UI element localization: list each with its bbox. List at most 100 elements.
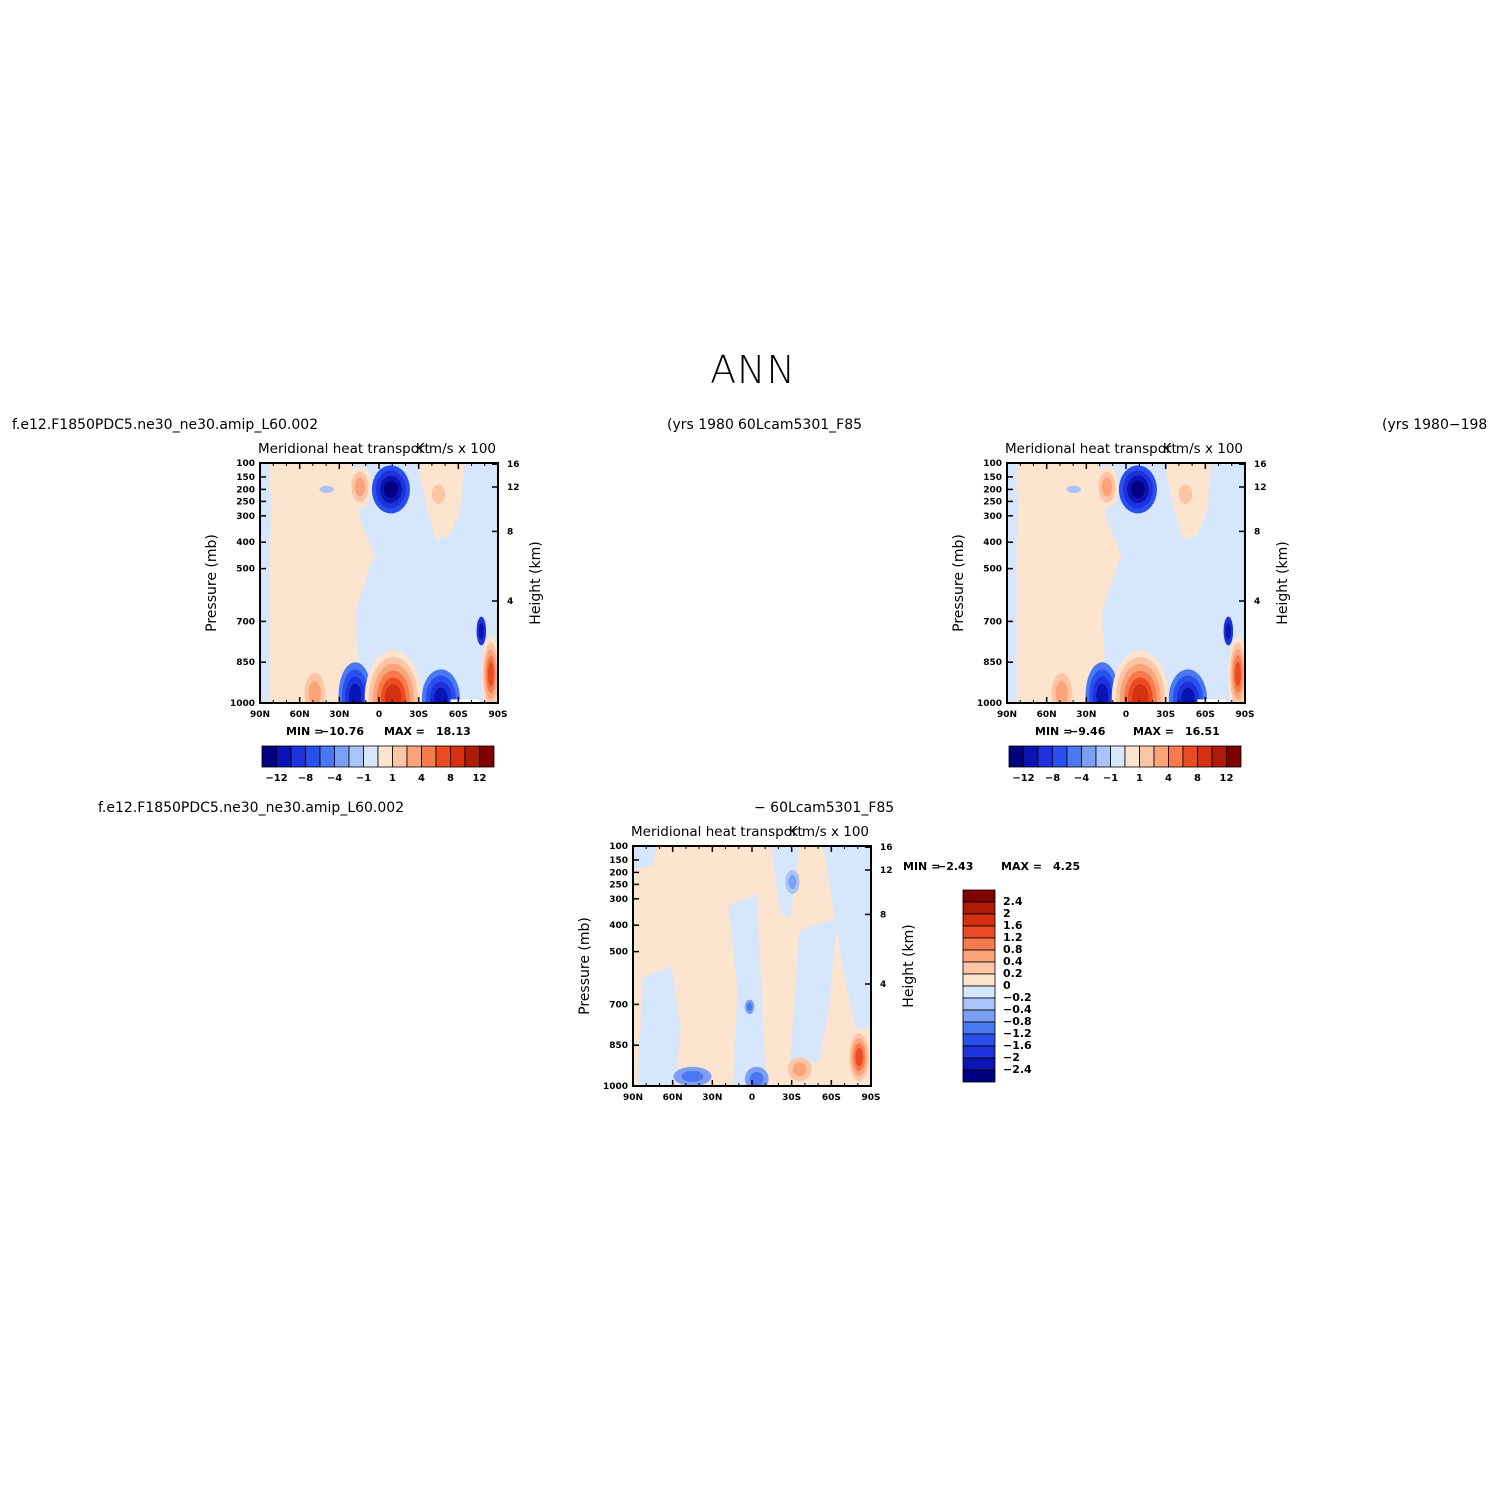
x-tick-label: 60S <box>449 710 468 720</box>
lower-negative-contour <box>1096 683 1109 703</box>
y-tick-label: 500 <box>236 565 255 575</box>
colorbar-box <box>1095 745 1111 768</box>
positive-region <box>1016 463 1122 703</box>
colorbar-box <box>962 901 996 915</box>
y-right-tick-label: 4 <box>507 597 513 607</box>
colorbar-box <box>1037 745 1053 768</box>
colorbar-box <box>1197 745 1213 768</box>
x-tick-label: 30S <box>1156 710 1175 720</box>
plot-area <box>260 463 498 703</box>
top-left-years: (yrs 1980 <box>667 417 734 433</box>
colorbar-label: 4 <box>1165 773 1172 784</box>
y-tick-label: 700 <box>609 1000 628 1010</box>
colorbar-label: −1 <box>1103 773 1118 784</box>
max-label: MAX = <box>1001 860 1042 873</box>
colorbar-box <box>377 745 393 768</box>
y-tick-label: 300 <box>236 512 255 522</box>
x-tick-label: 60S <box>822 1093 841 1103</box>
y-tick-label: 100 <box>609 842 628 852</box>
plot-area <box>1007 463 1245 703</box>
upper-negative-contour <box>1130 480 1145 499</box>
y-tick-label: 200 <box>236 485 255 495</box>
colorbar-label: 1.6 <box>1003 919 1023 932</box>
min-value: −9.46 <box>1069 725 1106 738</box>
panel-units: K m/s x 100 <box>1163 441 1243 457</box>
colorbar-box <box>392 745 408 768</box>
negative-region <box>823 846 871 1034</box>
panel-title: Meridional heat transport <box>258 441 430 457</box>
y-tick-label: 400 <box>609 921 628 931</box>
colorbar-box <box>479 745 495 768</box>
max-label: MAX = <box>1133 725 1174 738</box>
y-right-tick-label: 16 <box>1254 460 1267 470</box>
colorbar-box <box>962 937 996 951</box>
colorbar-label: 0.4 <box>1003 955 1023 968</box>
colorbar-label: −8 <box>1045 773 1060 784</box>
y-right-tick-label: 8 <box>880 910 886 920</box>
colorbar-label: 0 <box>1003 979 1011 992</box>
y-right-tick-label: 4 <box>1254 597 1260 607</box>
colorbar-box <box>406 745 422 768</box>
y-tick-label: 700 <box>983 617 1002 627</box>
colorbar-box <box>962 949 996 963</box>
y-tick-label: 300 <box>983 512 1002 522</box>
polar-negative-contour <box>478 622 485 640</box>
colorbar-label: 12 <box>1220 773 1234 784</box>
colorbar-box <box>1153 745 1169 768</box>
y-tick-label: 400 <box>236 538 255 548</box>
y-tick-label: 1000 <box>603 1082 628 1092</box>
colorbar-box <box>1008 745 1024 768</box>
colorbar-box <box>305 745 321 768</box>
y-tick-label: 850 <box>609 1041 628 1051</box>
upper-negative-contour <box>319 485 334 493</box>
colorbar-label: 1.2 <box>1003 931 1023 944</box>
max-value: 18.13 <box>436 725 471 738</box>
negative-region <box>728 894 767 1086</box>
y-axis-label: Pressure (mb) <box>577 917 593 1015</box>
y-tick-label: 500 <box>609 948 628 958</box>
colorbar-box <box>962 997 996 1011</box>
y-right-tick-label: 8 <box>1254 527 1260 537</box>
y-tick-label: 500 <box>983 565 1002 575</box>
y-tick-label: 300 <box>609 895 628 905</box>
top-right-case-title: 60Lcam5301_F85 <box>738 417 863 433</box>
negative-region <box>637 966 681 1086</box>
main-title: ANN <box>710 348 796 392</box>
heatmap-panel-model: 90N 60N 30N 0 30S 60S 90S 100 150 200 250 300 400 500… <box>204 441 544 784</box>
colorbar-label: 0.8 <box>1003 943 1023 956</box>
lower-positive-contour <box>1131 684 1149 703</box>
polar-negative-contour <box>1225 622 1232 640</box>
y-right-tick-label: 8 <box>507 527 513 537</box>
y-right-tick-label: 4 <box>880 980 886 990</box>
plot-area <box>633 846 871 1086</box>
colorbar-label: −12 <box>265 773 287 784</box>
lower-negative-contour <box>749 1071 764 1086</box>
min-label: MIN = <box>903 860 940 873</box>
lower-positive-contour <box>384 684 402 703</box>
colorbar-box <box>962 1009 996 1023</box>
missing-data <box>1197 699 1226 703</box>
x-tick-label: 30N <box>329 710 349 720</box>
colorbar-box <box>1066 745 1082 768</box>
max-value: 16.51 <box>1185 725 1220 738</box>
negative-region <box>1007 491 1019 547</box>
x-tick-label: 90N <box>623 1093 643 1103</box>
lower-negative-contour <box>349 683 362 703</box>
colorbar-label: 8 <box>447 773 454 784</box>
y-right-tick-label: 12 <box>507 483 520 493</box>
lower-negative-contour <box>433 687 448 703</box>
colorbar-box <box>962 889 996 903</box>
y-right-tick-label: 12 <box>1254 483 1267 493</box>
colorbar-box <box>962 1069 996 1083</box>
colorbar-box <box>450 745 466 768</box>
colorbar-label: 0.2 <box>1003 967 1023 980</box>
colorbar-box <box>1052 745 1068 768</box>
colorbar-label: −4 <box>1074 773 1089 784</box>
x-tick-label: 90S <box>861 1093 880 1103</box>
colorbar-box <box>962 1057 996 1071</box>
colorbar-box <box>962 1033 996 1047</box>
max-value: 4.25 <box>1053 860 1080 873</box>
colorbar-box <box>1124 745 1140 768</box>
colorbar-label: −4 <box>327 773 342 784</box>
y-tick-label: 100 <box>983 459 1002 469</box>
